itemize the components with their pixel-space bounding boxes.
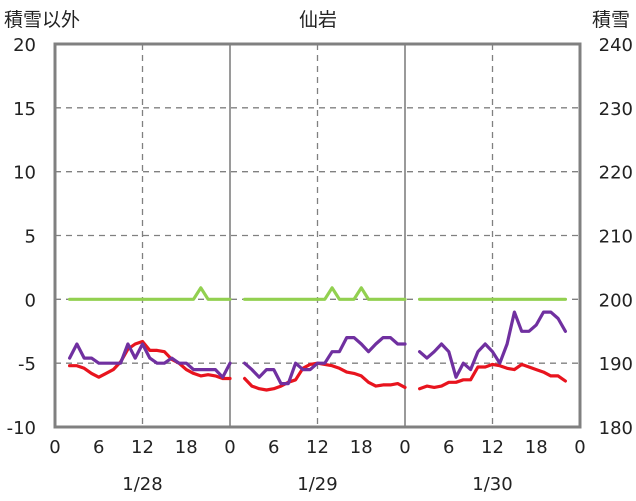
left-y-tick-labels: 20 15 10 5 0 -5 -10	[7, 35, 36, 439]
right-axis-title: 積雪	[592, 9, 630, 31]
left-y-tick-label: 0	[25, 290, 36, 311]
right-y-tick-label: 200	[599, 290, 633, 311]
left-y-tick-label: 5	[25, 227, 36, 248]
day-label: 1/28	[122, 474, 162, 495]
x-tick-label: 6	[93, 437, 104, 458]
grid-layer	[55, 44, 580, 427]
x-tick-label: 18	[525, 437, 548, 458]
right-y-tick-label: 240	[599, 35, 633, 56]
chart-title: 仙岩	[299, 9, 337, 31]
series-line-green-1	[67, 286, 232, 301]
x-tick-label: 12	[481, 437, 504, 458]
x-tick-label: 18	[350, 437, 373, 458]
right-y-tick-labels: 240 230 220 210 200 190 180	[599, 35, 633, 439]
series-line-red-3	[418, 362, 568, 391]
x-tick-label: 0	[224, 437, 235, 458]
left-y-tick-label: -10	[7, 418, 36, 439]
day-label: 1/29	[297, 474, 337, 495]
series-line-purple-3	[418, 310, 568, 379]
series-line-purple-1	[67, 342, 232, 379]
series-layer	[67, 286, 568, 392]
day-labels: 1/28 1/29 1/30	[122, 474, 512, 495]
right-y-tick-label: 190	[599, 354, 633, 375]
left-y-tick-label: 20	[13, 35, 36, 56]
series-line-green-2	[243, 286, 407, 301]
plot-frame	[53, 42, 582, 429]
x-tick-labels: 0 6 12 18 0 6 12 18 0 6 12 18 0	[49, 437, 585, 458]
x-tick-label: 0	[399, 437, 410, 458]
x-tick-label: 18	[175, 437, 198, 458]
x-tick-label: 12	[131, 437, 154, 458]
x-tick-label: 6	[268, 437, 279, 458]
left-y-tick-label: 15	[13, 99, 36, 120]
right-y-tick-label: 230	[599, 99, 633, 120]
x-tick-label: 0	[574, 437, 585, 458]
day-label: 1/30	[472, 474, 512, 495]
series-line-red-2	[243, 361, 407, 392]
left-y-tick-label: -5	[18, 354, 36, 375]
right-y-tick-label: 220	[599, 163, 633, 184]
series-line-purple-2	[243, 336, 407, 386]
left-y-tick-label: 10	[13, 163, 36, 184]
x-tick-label: 6	[443, 437, 454, 458]
series-line-red-1	[67, 339, 232, 381]
right-y-tick-label: 180	[599, 418, 633, 439]
right-y-tick-label: 210	[599, 227, 633, 248]
x-tick-label: 0	[49, 437, 60, 458]
x-tick-label: 12	[306, 437, 329, 458]
left-axis-title: 積雪以外	[4, 9, 80, 31]
